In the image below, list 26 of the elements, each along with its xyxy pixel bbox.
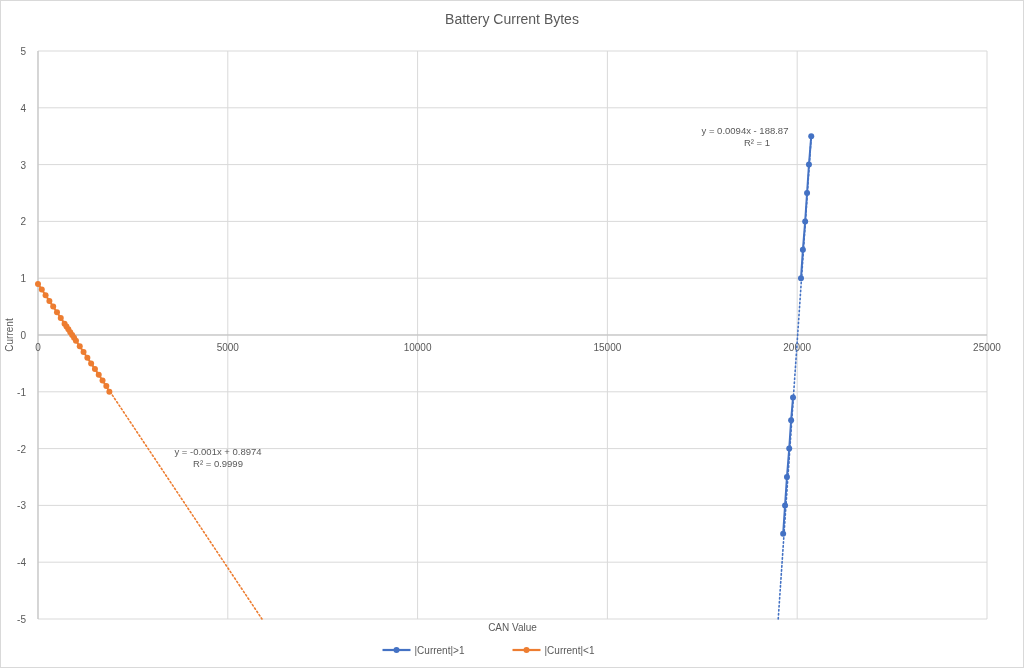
y-tick-label: 0 xyxy=(20,330,27,341)
y-tick-label: -3 xyxy=(17,500,27,512)
y-tick-label: 4 xyxy=(20,102,27,114)
y-tick-label: -4 xyxy=(17,557,27,569)
y-tick-label: -1 xyxy=(17,386,27,398)
y-tick-label: 2 xyxy=(20,216,27,228)
annotation: R² = 0.9999 xyxy=(193,458,243,469)
y-axis-title: Current xyxy=(4,318,15,352)
annotation: y = -0.001x + 0.8974 xyxy=(174,446,262,457)
legend-label: |Current|>1 xyxy=(414,644,465,656)
y-tick-label: 5 xyxy=(20,46,27,57)
x-tick-label: 10000 xyxy=(403,342,432,353)
x-tick-label: 25000 xyxy=(973,342,1002,353)
x-tick-label: 20000 xyxy=(783,342,812,353)
x-axis-title: CAN Value xyxy=(488,622,538,633)
annotation: y = 0.0094x - 188.87 xyxy=(701,125,789,136)
y-tick-label: 3 xyxy=(20,159,27,171)
y-tick-label: -2 xyxy=(17,443,27,455)
chart-title: Battery Current Bytes xyxy=(445,11,579,27)
x-tick-label: 15000 xyxy=(593,342,622,353)
x-tick-label: 0 xyxy=(35,342,42,353)
annotation: R² = 1 xyxy=(743,137,771,148)
x-tick-label: 5000 xyxy=(216,342,240,353)
y-tick-label: 1 xyxy=(20,273,27,285)
y-tick-label: -5 xyxy=(17,614,27,625)
legend-label: |Current|<1 xyxy=(544,644,595,656)
